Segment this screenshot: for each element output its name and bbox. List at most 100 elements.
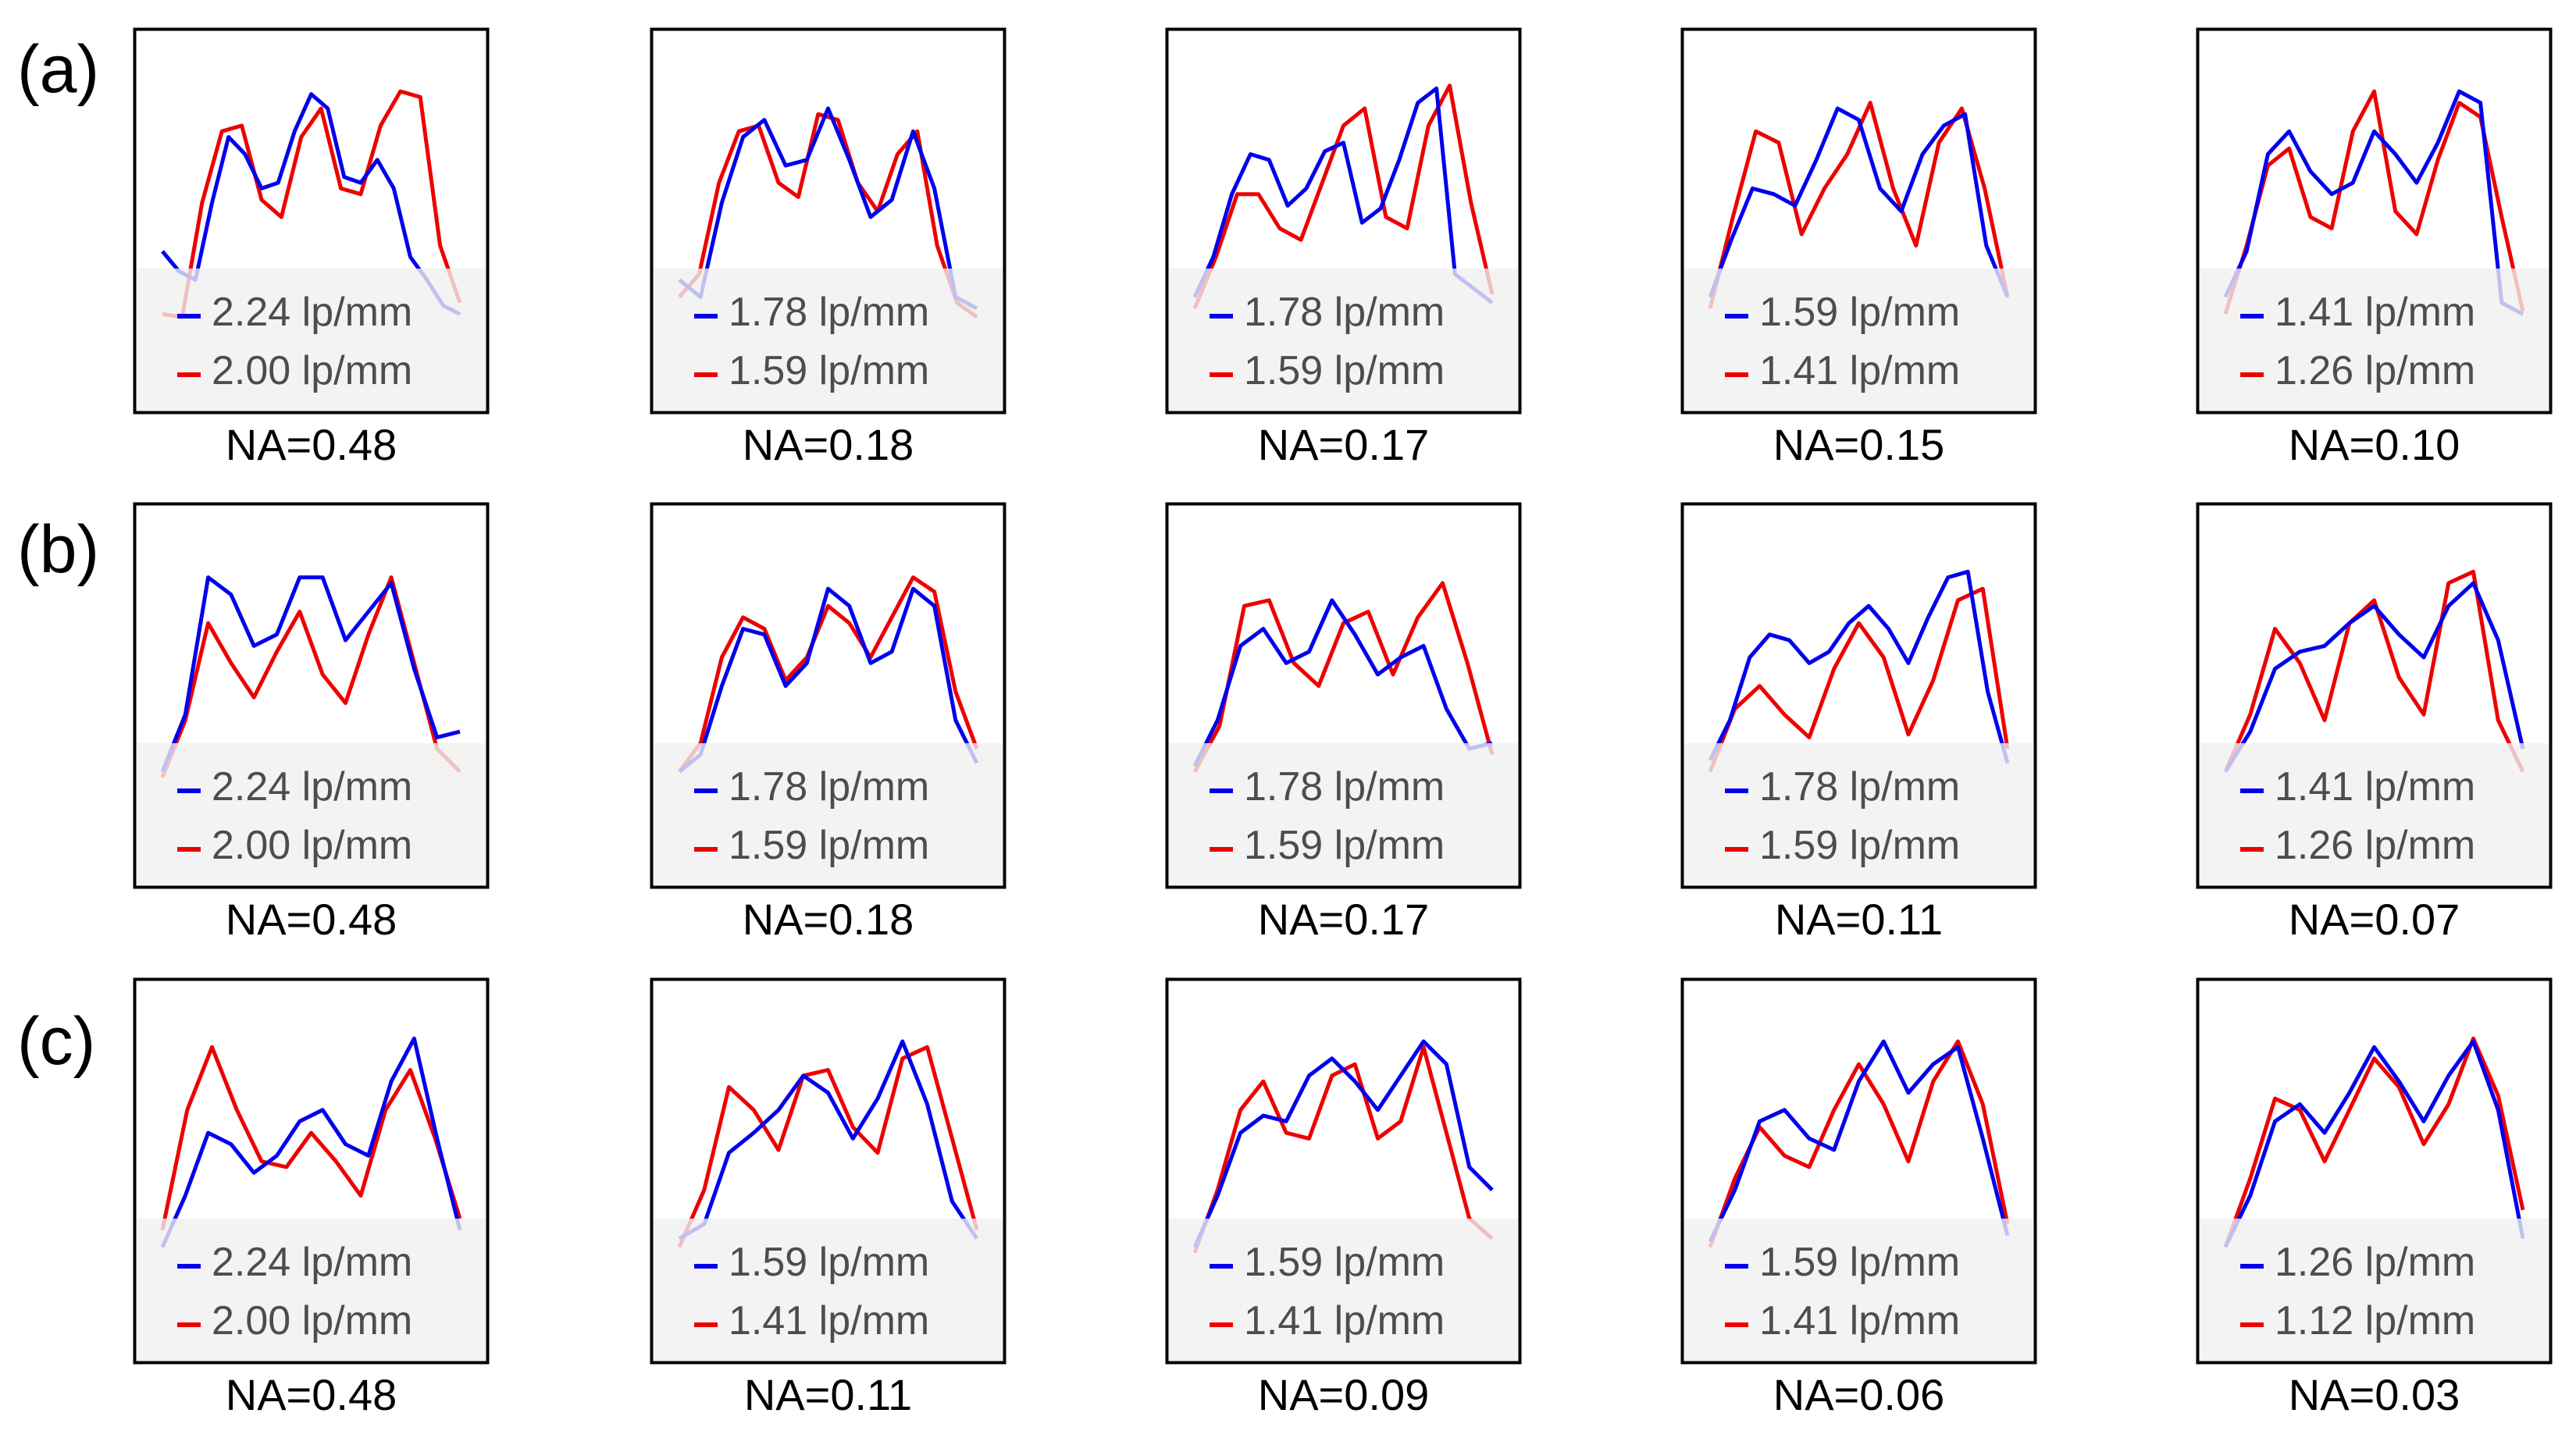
na-label: NA=0.07 <box>2288 895 2460 944</box>
legend-swatch-blue <box>1210 1264 1233 1269</box>
row-label-c: (c) <box>17 1004 96 1079</box>
na-label: NA=0.11 <box>743 1370 913 1419</box>
legend-label: 1.41 lp/mm <box>2275 290 2476 335</box>
series-line-blue <box>678 1039 979 1240</box>
legend-swatch-red <box>1210 372 1233 377</box>
na-label: NA=0.17 <box>1257 895 1430 944</box>
series-line-red <box>2223 1036 2525 1248</box>
legend-swatch-red <box>1210 847 1233 852</box>
row-label-a: (a) <box>17 32 100 107</box>
legend-label: 1.12 lp/mm <box>2275 1298 2476 1344</box>
legend-label: 2.00 lp/mm <box>212 348 413 393</box>
series-line-red <box>2223 569 2525 773</box>
legend-swatch-blue <box>694 788 718 793</box>
chart-panel: 1.78 lp/mm 1.59 lp/mm <box>650 502 1007 889</box>
legend-label: 1.59 lp/mm <box>1759 1240 1961 1285</box>
na-label: NA=0.48 <box>225 895 397 944</box>
legend-swatch-blue <box>1725 788 1748 793</box>
legend-swatch-red <box>694 847 718 852</box>
chart-panel: 2.24 lp/mm 2.00 lp/mm <box>133 27 490 415</box>
series-line-blue <box>678 586 979 774</box>
legend-swatch-red <box>177 1322 201 1327</box>
legend-label: 1.59 lp/mm <box>1244 1240 1445 1285</box>
chart-panel: 1.78 lp/mm 1.59 lp/mm <box>1165 27 1522 415</box>
series-line-blue <box>1708 1039 2010 1243</box>
legend-label: 1.78 lp/mm <box>1759 764 1961 810</box>
legend-swatch-blue <box>177 1264 201 1269</box>
series-line-blue <box>2223 89 2524 316</box>
legend-label: 2.24 lp/mm <box>212 290 413 335</box>
series-line-blue <box>1192 1039 1494 1248</box>
chart-panel: 2.24 lp/mm 2.00 lp/mm <box>133 502 490 889</box>
legend-label: 1.59 lp/mm <box>729 823 930 868</box>
na-label: NA=0.06 <box>1773 1370 1945 1419</box>
legend-swatch-blue <box>1725 1264 1748 1269</box>
series-line-red <box>678 112 978 319</box>
series-line-blue <box>678 106 978 311</box>
legend-label: 1.41 lp/mm <box>729 1298 930 1344</box>
legend: 1.78 lp/mm 1.59 lp/mm <box>1169 269 1518 411</box>
legend-swatch-red <box>2240 372 2264 377</box>
chart-panel: 1.26 lp/mm 1.12 lp/mm <box>2196 977 2553 1365</box>
legend-label: 1.59 lp/mm <box>1244 348 1445 393</box>
legend: 1.59 lp/mm 1.41 lp/mm <box>1684 1219 2033 1361</box>
series-line-red <box>1192 581 1495 773</box>
legend-label: 1.59 lp/mm <box>729 348 930 393</box>
legend-swatch-red <box>1210 1322 1233 1327</box>
legend-label: 1.41 lp/mm <box>1759 348 1961 393</box>
legend-swatch-blue <box>1725 314 1748 319</box>
legend-label: 1.26 lp/mm <box>2275 1240 2476 1285</box>
chart-panel: 1.59 lp/mm 1.41 lp/mm <box>1680 27 2037 415</box>
legend-swatch-blue <box>177 314 201 319</box>
series-line-blue <box>160 1036 462 1248</box>
legend-label: 1.59 lp/mm <box>1759 290 1961 335</box>
legend-label: 1.26 lp/mm <box>2275 348 2476 393</box>
legend: 1.59 lp/mm 1.41 lp/mm <box>1684 269 2033 411</box>
series-line-red <box>1192 84 1495 310</box>
series-line-red <box>677 1045 979 1248</box>
legend-swatch-blue <box>2240 314 2264 319</box>
na-label: NA=0.48 <box>225 420 397 469</box>
legend-label: 1.78 lp/mm <box>1244 290 1445 335</box>
chart-panel: 1.78 lp/mm 1.59 lp/mm <box>650 27 1007 415</box>
legend-label: 2.00 lp/mm <box>212 823 413 868</box>
legend-label: 1.78 lp/mm <box>729 764 930 810</box>
chart-panel: 1.59 lp/mm 1.41 lp/mm <box>1165 977 1522 1365</box>
series-line-blue <box>1192 86 1494 304</box>
legend-label: 1.41 lp/mm <box>2275 764 2476 810</box>
series-line-blue <box>2223 581 2525 773</box>
legend-swatch-red <box>177 847 201 852</box>
series-line-red <box>1708 1039 2010 1248</box>
legend-swatch-red <box>694 372 718 377</box>
legend: 1.78 lp/mm 1.59 lp/mm <box>654 269 1003 411</box>
legend-swatch-blue <box>1210 314 1233 319</box>
legend: 1.78 lp/mm 1.59 lp/mm <box>1169 743 1518 885</box>
legend-label: 1.78 lp/mm <box>729 290 930 335</box>
chart-panel: 1.78 lp/mm 1.59 lp/mm <box>1680 502 2037 889</box>
series-line-red <box>2223 89 2525 315</box>
na-label: NA=0.11 <box>1774 895 1944 944</box>
legend-label: 1.41 lp/mm <box>1759 1298 1961 1344</box>
series-line-red <box>160 1045 462 1231</box>
legend-swatch-blue <box>177 788 201 793</box>
legend-swatch-red <box>1725 372 1748 377</box>
series-line-red <box>677 575 979 773</box>
legend-swatch-red <box>177 372 201 377</box>
legend-label: 2.00 lp/mm <box>212 1298 413 1344</box>
na-label: NA=0.09 <box>1257 1370 1430 1419</box>
legend-label: 1.78 lp/mm <box>1244 764 1445 810</box>
chart-panel: 1.59 lp/mm 1.41 lp/mm <box>1680 977 2037 1365</box>
legend-swatch-red <box>1725 1322 1748 1327</box>
legend-label: 1.59 lp/mm <box>1759 823 1961 868</box>
series-line-blue <box>160 575 461 773</box>
series-line-red <box>1708 586 2010 773</box>
legend: 2.24 lp/mm 2.00 lp/mm <box>137 269 486 411</box>
legend: 1.41 lp/mm 1.26 lp/mm <box>2200 269 2549 411</box>
row-label-b: (b) <box>17 512 100 587</box>
series-line-blue <box>161 92 461 316</box>
na-label: NA=0.48 <box>225 1370 397 1419</box>
legend-label: 1.59 lp/mm <box>729 1240 930 1285</box>
series-line-blue <box>1708 106 2010 298</box>
series-line-blue <box>1192 598 1493 767</box>
